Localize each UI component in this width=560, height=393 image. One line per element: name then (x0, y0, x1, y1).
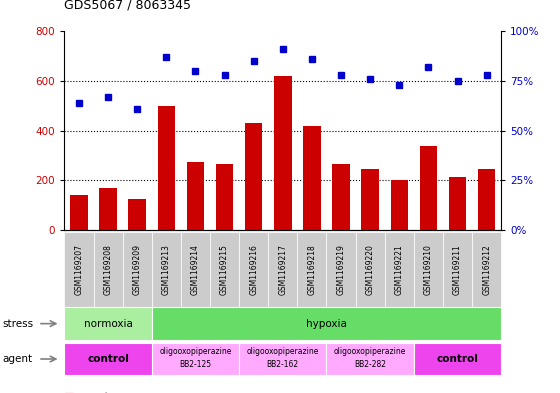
Bar (478, 169, 496, 230)
Bar (245, 123, 263, 230)
Text: normoxia: normoxia (83, 319, 133, 329)
Text: GSM1169214: GSM1169214 (191, 244, 200, 295)
Bar (419, 145, 437, 230)
Bar (303, 126, 321, 230)
Text: GSM1169210: GSM1169210 (424, 244, 433, 295)
Text: GSM1169211: GSM1169211 (453, 244, 462, 295)
Text: oligooxopiperazine: oligooxopiperazine (246, 347, 319, 356)
Bar (70, 195, 88, 230)
Bar (390, 180, 408, 230)
Bar (274, 76, 292, 230)
Text: control: control (87, 354, 129, 364)
Text: GSM1169216: GSM1169216 (249, 244, 258, 295)
Text: GSM1169218: GSM1169218 (307, 244, 316, 295)
Text: GSM1169208: GSM1169208 (104, 244, 113, 295)
Text: GSM1169221: GSM1169221 (395, 244, 404, 295)
Bar (216, 164, 234, 230)
Bar (186, 162, 204, 230)
Bar (99, 188, 117, 230)
Text: hypoxia: hypoxia (306, 319, 347, 329)
Text: GSM1169217: GSM1169217 (278, 244, 287, 295)
Text: GDS5067 / 8063345: GDS5067 / 8063345 (64, 0, 192, 12)
Text: GSM1169207: GSM1169207 (74, 244, 83, 295)
Bar (449, 176, 466, 230)
Text: GSM1169215: GSM1169215 (220, 244, 229, 295)
Bar (157, 106, 175, 230)
Bar (332, 164, 350, 230)
Text: ■: ■ (64, 392, 75, 393)
Text: control: control (437, 354, 478, 364)
Text: stress: stress (3, 319, 34, 329)
Bar (128, 199, 146, 230)
Text: GSM1169213: GSM1169213 (162, 244, 171, 295)
Text: GSM1169219: GSM1169219 (337, 244, 346, 295)
Text: GSM1169209: GSM1169209 (133, 244, 142, 295)
Text: agent: agent (3, 354, 33, 364)
Text: GSM1169220: GSM1169220 (366, 244, 375, 295)
Text: BB2-125: BB2-125 (179, 360, 212, 369)
Text: count: count (81, 392, 109, 393)
Text: BB2-162: BB2-162 (267, 360, 299, 369)
Text: GSM1169212: GSM1169212 (482, 244, 491, 295)
Bar (361, 169, 379, 230)
Text: oligooxopiperazine: oligooxopiperazine (334, 347, 407, 356)
Text: BB2-282: BB2-282 (354, 360, 386, 369)
Text: oligooxopiperazine: oligooxopiperazine (159, 347, 232, 356)
